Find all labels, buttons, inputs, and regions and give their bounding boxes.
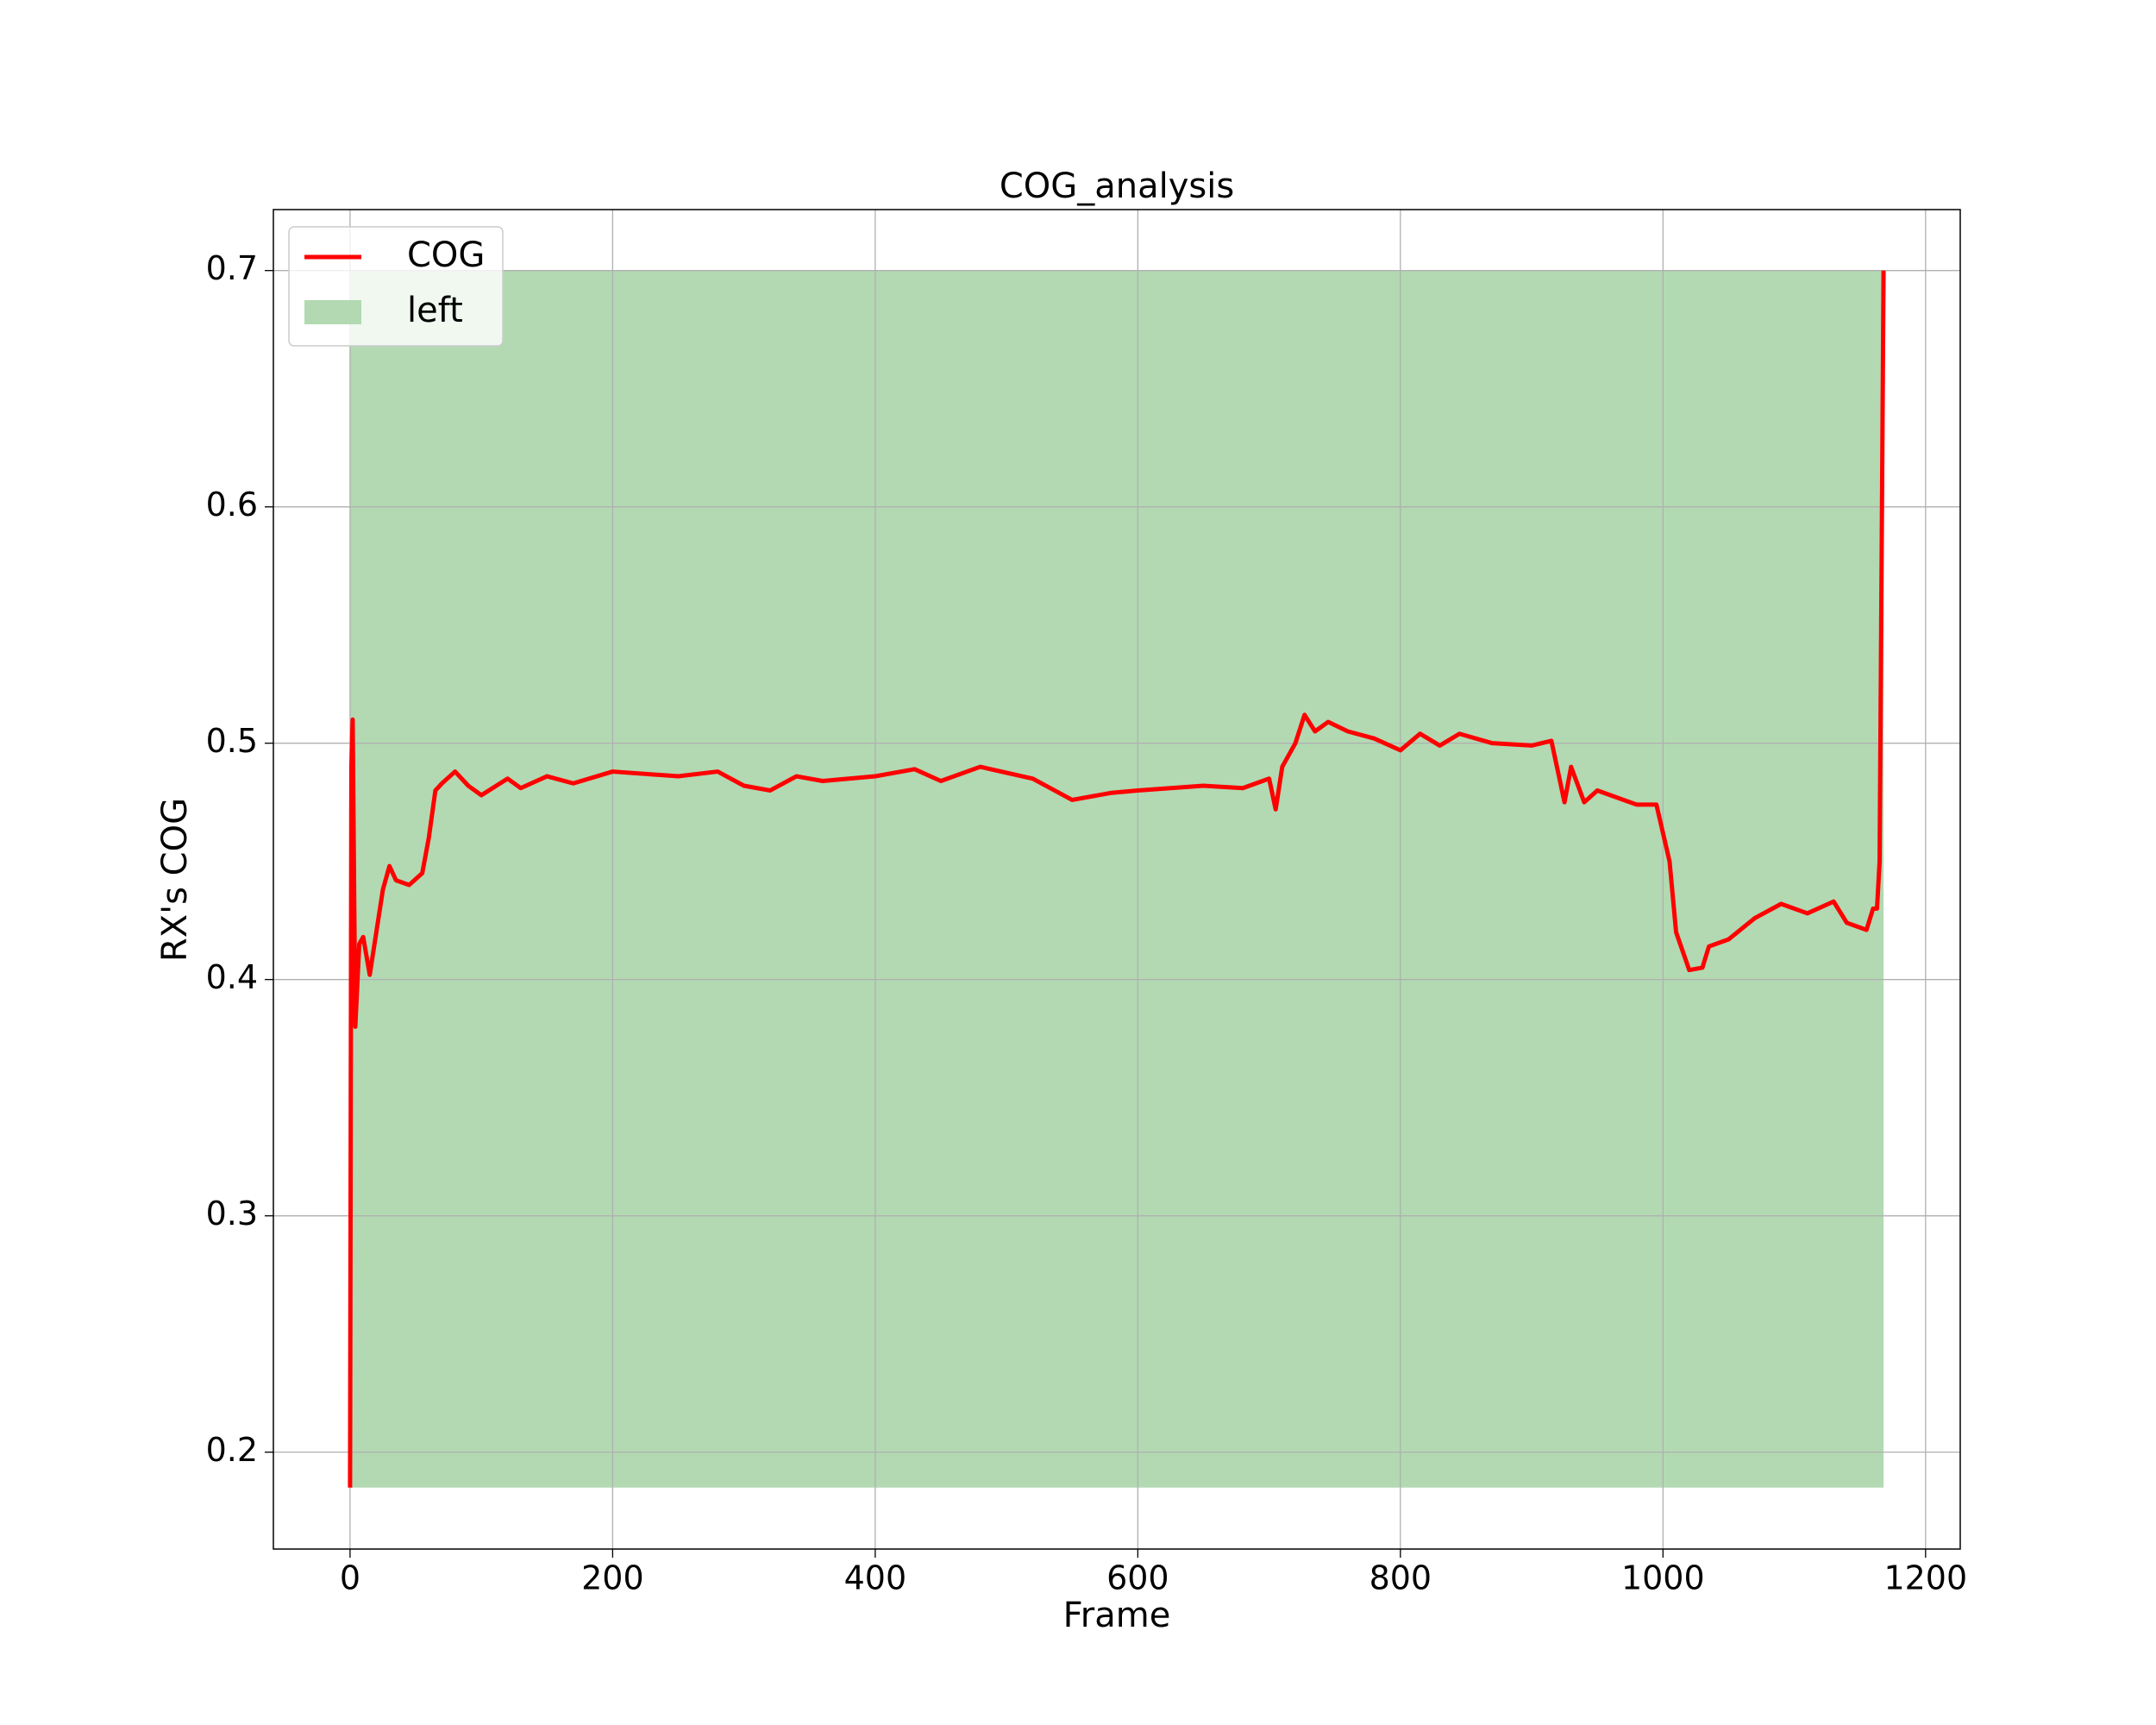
x-tick-label: 0	[340, 1559, 360, 1597]
x-tick-label: 1200	[1883, 1559, 1967, 1597]
y-tick-label: 0.3	[206, 1195, 258, 1233]
x-tick-label: 1000	[1621, 1559, 1705, 1597]
x-axis-label: Frame	[1063, 1596, 1171, 1635]
y-tick-label: 0.6	[206, 486, 258, 524]
axes-frame	[273, 209, 1961, 1550]
y-tick-label: 0.7	[206, 249, 258, 287]
x-tick-label: 400	[844, 1559, 907, 1597]
fill-region	[349, 270, 1884, 1488]
line	[348, 270, 1886, 1488]
y-tick-label: 0.5	[206, 722, 258, 760]
chart-title: COG_analysis	[1000, 166, 1234, 206]
legend-label: left	[407, 291, 463, 330]
plot-area: 0 200 400 600 800 1000 1200 0.2 0.3 0.4 0.5 0.6 0.7 C…	[206, 209, 1967, 1597]
legend-label: COG	[407, 235, 485, 275]
y-tick-label: 0.4	[206, 958, 258, 996]
legend-patch	[304, 300, 361, 324]
x-tick-label: 200	[581, 1559, 644, 1597]
x-tick-label: 800	[1369, 1559, 1432, 1597]
y-tick-label: 0.2	[206, 1431, 258, 1469]
y-axis-label: RX's COG	[155, 798, 195, 962]
x-tick-label: 600	[1106, 1559, 1169, 1597]
